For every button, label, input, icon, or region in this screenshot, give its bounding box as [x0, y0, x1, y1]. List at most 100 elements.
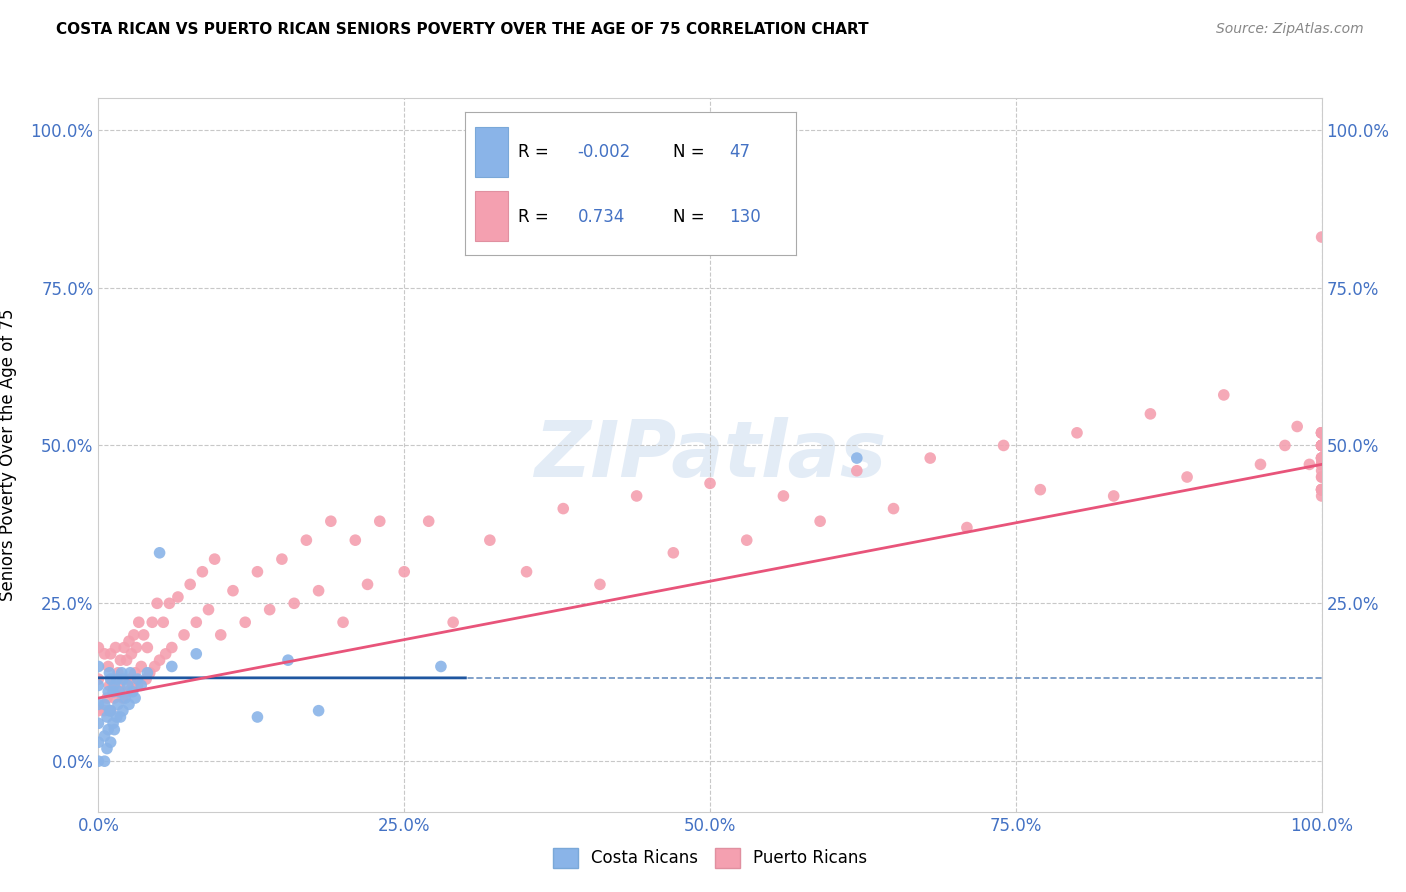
Point: [1310, 438, 1333, 452]
Point: [97, 723, 120, 737]
Point: [1310, 438, 1333, 452]
Point: [118, 698, 141, 712]
Point: [1310, 438, 1333, 452]
Point: [179, 577, 201, 591]
Point: [120, 672, 142, 686]
Point: [101, 684, 124, 698]
Point: [283, 596, 305, 610]
Point: [1310, 483, 1333, 497]
Point: [1310, 425, 1333, 440]
Point: [107, 698, 129, 712]
Point: [101, 678, 124, 692]
Point: [1310, 425, 1333, 440]
Point: [418, 514, 440, 528]
Point: [100, 672, 122, 686]
Point: [356, 577, 378, 591]
Point: [1310, 438, 1333, 452]
Point: [110, 653, 132, 667]
Point: [270, 552, 294, 566]
Point: [993, 438, 1015, 452]
Point: [1310, 464, 1333, 478]
Point: [103, 691, 125, 706]
Point: [626, 489, 648, 503]
Point: [104, 640, 127, 655]
Point: [115, 653, 138, 667]
Point: [1310, 458, 1333, 472]
Point: [1310, 425, 1333, 440]
Point: [295, 533, 318, 548]
Point: [103, 723, 125, 737]
Point: [96, 710, 118, 724]
Point: [1310, 425, 1333, 440]
Point: [108, 684, 131, 698]
Point: [128, 615, 150, 630]
Text: Source: ZipAtlas.com: Source: ZipAtlas.com: [1216, 22, 1364, 37]
Point: [772, 489, 794, 503]
Point: [105, 672, 128, 686]
Text: ZIPatlas: ZIPatlas: [534, 417, 886, 493]
Point: [100, 647, 122, 661]
Point: [186, 615, 208, 630]
Point: [1310, 458, 1333, 472]
Point: [135, 672, 157, 686]
Point: [127, 678, 149, 692]
Point: [1029, 483, 1052, 497]
Point: [662, 546, 685, 560]
Point: [143, 659, 166, 673]
Point: [1310, 470, 1333, 484]
Point: [1249, 458, 1271, 472]
Point: [105, 684, 128, 698]
Point: [197, 602, 219, 616]
Point: [98, 678, 121, 692]
Point: [368, 514, 391, 528]
Point: [129, 659, 152, 673]
Point: [589, 577, 612, 591]
Point: [277, 653, 299, 667]
Point: [1212, 388, 1234, 402]
Point: [1310, 425, 1333, 440]
Point: [111, 672, 134, 686]
Point: [93, 754, 115, 768]
Point: [87, 754, 110, 768]
Point: [1274, 438, 1296, 452]
Point: [112, 640, 135, 655]
Point: [319, 514, 342, 528]
Point: [222, 583, 245, 598]
Point: [191, 565, 214, 579]
Point: [246, 710, 269, 724]
Point: [1310, 451, 1333, 466]
Point: [1286, 419, 1309, 434]
Point: [1310, 483, 1333, 497]
Point: [1310, 438, 1333, 452]
Point: [167, 590, 190, 604]
Point: [1298, 458, 1320, 472]
Point: [160, 659, 183, 673]
Point: [93, 647, 115, 661]
Point: [699, 476, 721, 491]
Point: [87, 716, 110, 731]
Point: [1310, 458, 1333, 472]
Point: [141, 615, 163, 630]
Point: [1175, 470, 1198, 484]
Point: [1310, 438, 1333, 452]
Point: [392, 565, 416, 579]
Point: [146, 596, 169, 610]
Point: [1310, 458, 1333, 472]
Point: [110, 710, 132, 724]
Point: [87, 672, 110, 686]
Point: [121, 684, 143, 698]
Point: [87, 698, 110, 712]
Point: [344, 533, 367, 548]
Point: [478, 533, 501, 548]
Point: [308, 704, 330, 718]
Point: [1102, 489, 1125, 503]
Point: [117, 684, 139, 698]
Point: [101, 716, 124, 731]
Point: [111, 684, 134, 698]
Point: [87, 704, 110, 718]
Point: [139, 665, 162, 680]
Point: [1310, 451, 1333, 466]
Point: [98, 665, 121, 680]
Point: [124, 665, 146, 680]
Point: [117, 678, 139, 692]
